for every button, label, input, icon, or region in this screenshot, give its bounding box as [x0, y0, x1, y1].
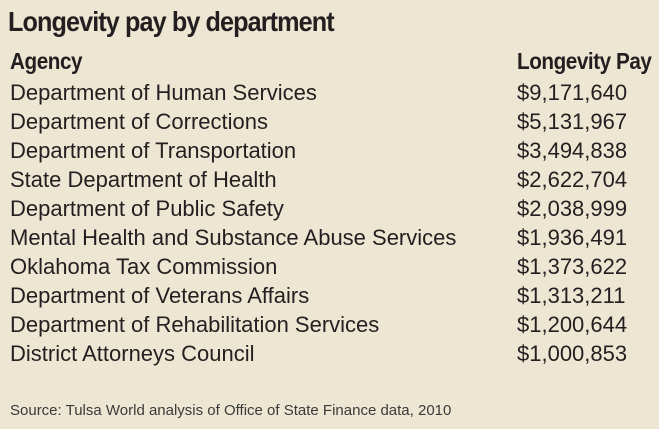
agency-cell: Department of Human Services [10, 80, 317, 105]
title: Longevity pay by department [8, 6, 335, 37]
pay-cell: $1,373,622 [517, 254, 628, 279]
agency-cell: District Attorneys Council [10, 341, 255, 366]
agency-cell: Department of Transportation [10, 138, 297, 163]
column-header: Agency [10, 48, 83, 74]
agency-cell: Mental Health and Substance Abuse Servic… [10, 225, 457, 250]
agency-cell: Department of Public Safety [10, 196, 284, 221]
pay-cell: $1,200,644 [517, 312, 628, 337]
pay-cell: $2,038,999 [517, 196, 628, 221]
agency-cell: Department of Veterans Affairs [10, 283, 310, 308]
source-note: Source: Tulsa World analysis of Office o… [10, 402, 452, 419]
pay-cell: $1,000,853 [517, 341, 628, 366]
pay-cell: $3,494,838 [517, 138, 628, 163]
pay-cell: $5,131,967 [517, 109, 628, 134]
pay-cell: $1,936,491 [517, 225, 628, 250]
pay-cell: $1,313,211 [517, 283, 626, 308]
agency-cell: Department of Rehabilitation Services [10, 312, 380, 337]
pay-cell: $9,171,640 [517, 80, 628, 105]
agency-cell: Oklahoma Tax Commission [10, 254, 278, 279]
pay-cell: $2,622,704 [517, 167, 628, 192]
column-header: Longevity Pay [517, 48, 652, 74]
agency-cell: State Department of Health [10, 167, 277, 192]
agency-cell: Department of Corrections [10, 109, 268, 134]
